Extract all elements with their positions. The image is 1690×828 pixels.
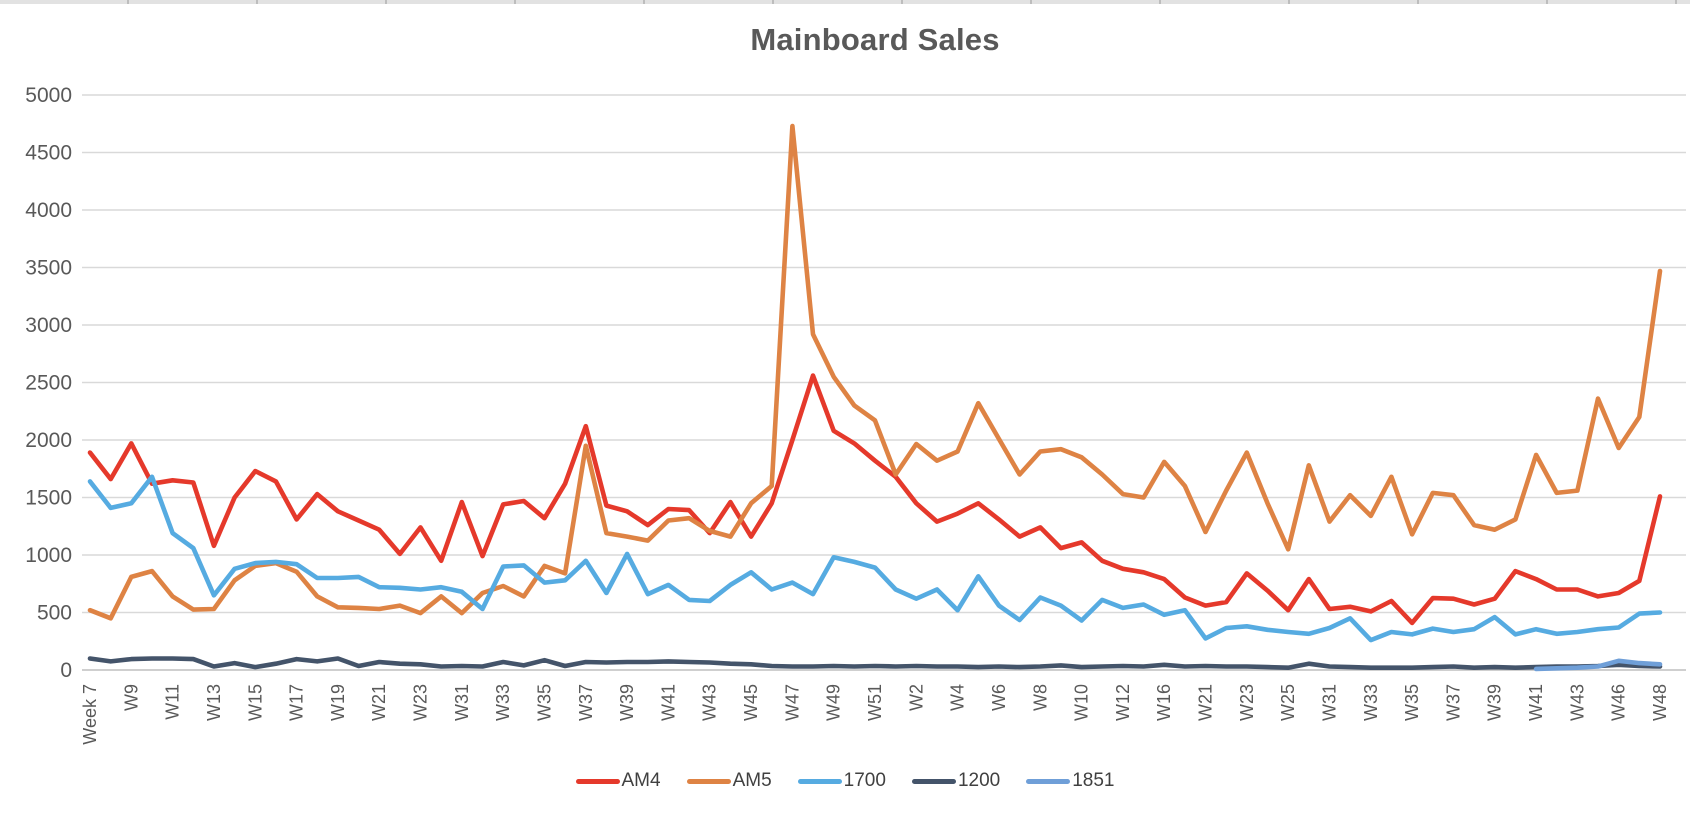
y-axis-label: 3500 (25, 257, 72, 280)
chart-title: Mainboard Sales (750, 22, 1000, 57)
x-axis-label: W6 (989, 684, 1009, 711)
chart-legend: AM4 AM5 1700 1200 1851 (0, 770, 1690, 792)
y-axis-label: 5000 (25, 84, 72, 107)
x-axis-label: W9 (121, 684, 141, 711)
y-axis-label: 0 (60, 659, 72, 682)
legend-item-AM4[interactable]: AM4 (575, 770, 661, 792)
x-axis-label: Week 7 (80, 684, 100, 745)
y-axis-label: 500 (37, 602, 72, 625)
x-axis-label: W12 (1113, 684, 1133, 721)
x-axis-label: W45 (741, 684, 761, 721)
x-axis-label: W49 (824, 684, 844, 721)
x-axis-label: W16 (1154, 684, 1174, 721)
legend-label: 1851 (1072, 770, 1115, 791)
legend-item-1851[interactable]: 1851 (1026, 770, 1115, 792)
x-axis-label: W2 (906, 684, 926, 711)
x-axis-label: W15 (245, 684, 265, 721)
x-axis-label: W23 (411, 684, 431, 721)
x-axis-label: W35 (1402, 684, 1422, 721)
x-axis-label: W21 (369, 684, 389, 721)
legend-item-1200[interactable]: 1200 (911, 770, 1001, 792)
x-axis-label: W51 (865, 684, 885, 721)
x-axis-label: W11 (163, 684, 183, 720)
spreadsheet-column-ruler (0, 0, 1690, 4)
legend-label: AM5 (732, 770, 772, 791)
x-axis-label: W48 (1650, 684, 1670, 721)
x-axis-label: W43 (700, 684, 720, 721)
y-axis-label: 4000 (25, 199, 72, 222)
legend-swatch-AM5 (686, 778, 731, 784)
x-axis-label: W41 (658, 684, 678, 721)
series-line-AM4[interactable] (87, 373, 1663, 626)
legend-swatch-1200 (911, 778, 956, 784)
y-axis-label: 4500 (25, 142, 72, 165)
y-axis-label: 1500 (25, 487, 72, 510)
x-axis-label: W13 (204, 684, 224, 721)
y-axis-label: 3000 (25, 314, 72, 337)
x-axis-label: W47 (782, 684, 802, 721)
x-axis-label: W19 (328, 684, 348, 721)
legend-item-1700[interactable]: 1700 (797, 770, 886, 792)
legend-label: 1700 (843, 770, 886, 791)
x-axis-label: W8 (1030, 684, 1050, 711)
legend-swatch-1700 (797, 778, 842, 784)
x-axis-label: W10 (1072, 684, 1092, 721)
x-axis-label: W31 (1319, 684, 1339, 721)
x-axis-label: W37 (1443, 684, 1463, 721)
x-axis-label: W39 (1485, 684, 1505, 721)
x-axis-label: W4 (948, 684, 968, 711)
series-line-1851[interactable] (1533, 658, 1663, 672)
x-axis-label: W41 (1526, 684, 1546, 721)
x-axis-label: W33 (1361, 684, 1381, 721)
series-line-AM5[interactable] (87, 123, 1663, 621)
series-line-1200[interactable] (87, 656, 1663, 670)
x-axis-label: W31 (452, 684, 472, 721)
y-axis-label: 2500 (25, 372, 72, 395)
legend-swatch-AM4 (575, 778, 620, 784)
x-axis-label: W33 (493, 684, 513, 721)
x-axis-label: W25 (1278, 684, 1298, 721)
legend-label: AM4 (621, 770, 661, 791)
x-axis-label: W23 (1237, 684, 1257, 721)
x-axis-label: W43 (1567, 684, 1587, 721)
x-axis-label: W37 (576, 684, 596, 721)
legend-label: 1200 (957, 770, 1001, 791)
y-axis-label: 1000 (25, 544, 72, 567)
legend-swatch-1851 (1026, 778, 1071, 784)
x-axis-label: W35 (534, 684, 554, 721)
x-axis-label: W39 (617, 684, 637, 721)
legend-item-AM5[interactable]: AM5 (686, 770, 772, 792)
x-axis-label: W46 (1609, 684, 1629, 721)
sales-line-chart[interactable]: 0 500 1000 1500 2000 2500 3000 3500 4000 4500 5000… (0, 70, 1690, 770)
y-axis-label: 2000 (25, 429, 72, 452)
series-line-1700[interactable] (87, 474, 1663, 643)
x-axis-label: W21 (1196, 684, 1216, 721)
x-axis-label: W17 (287, 684, 307, 721)
